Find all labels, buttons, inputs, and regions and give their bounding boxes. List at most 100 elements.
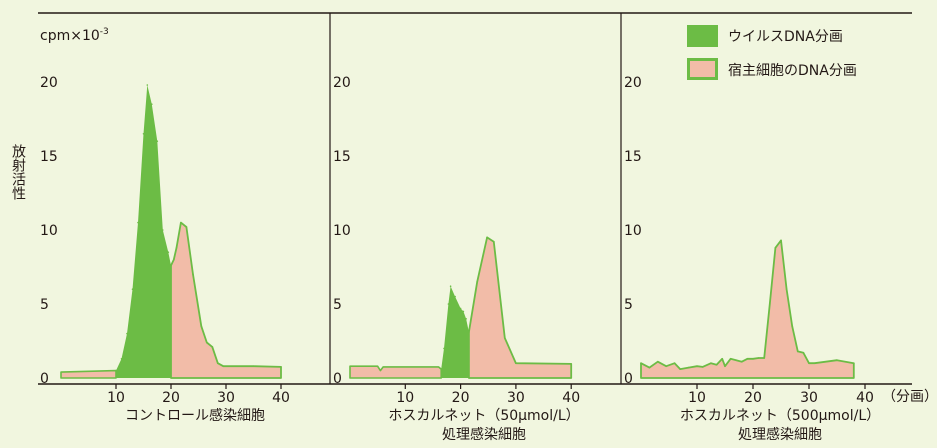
x-tick-label: 40 — [856, 390, 874, 406]
panel-title: 処理感染細胞 — [738, 426, 822, 443]
y-tick-label: 0 — [333, 371, 342, 387]
data-point — [175, 247, 178, 249]
data-point — [151, 103, 153, 105]
data-point — [449, 285, 452, 288]
data-point — [741, 360, 743, 363]
legend-label-viral: ウイルスDNA分画 — [728, 29, 843, 45]
data-point — [504, 337, 506, 339]
data-point — [640, 362, 642, 365]
series-area-viral — [116, 85, 171, 378]
data-point — [721, 358, 723, 360]
y-tick-label: 0 — [624, 371, 633, 387]
panel-1: 0 5 10 15 20 10 20 30 40 コントロール感染細胞 — [40, 75, 290, 424]
data-point — [462, 310, 465, 313]
data-point — [447, 303, 450, 305]
data-point — [752, 358, 754, 360]
data-point — [813, 362, 816, 365]
data-point — [486, 236, 488, 239]
y-tick-label: 10 — [333, 223, 351, 239]
series-baseline — [349, 365, 442, 379]
data-point — [173, 258, 175, 261]
data-point — [252, 365, 255, 368]
data-point — [735, 359, 737, 362]
data-point — [476, 281, 479, 283]
y-unit-label: cpm×10-3 — [40, 27, 109, 44]
data-point — [493, 241, 495, 243]
data-point — [162, 229, 164, 231]
x-tick-label: 30 — [217, 390, 235, 406]
data-point — [746, 358, 749, 360]
data-point — [648, 366, 651, 369]
x-tick-label: 30 — [800, 390, 818, 406]
data-point — [465, 318, 467, 320]
panel-title: 処理感染細胞 — [442, 426, 526, 443]
data-point — [192, 273, 194, 276]
data-point — [206, 341, 208, 344]
y-tick-label: 10 — [624, 223, 642, 239]
data-point — [808, 362, 810, 365]
data-point — [785, 288, 788, 291]
data-point — [459, 307, 462, 310]
data-point — [696, 365, 698, 368]
data-point — [797, 350, 799, 353]
data-point — [146, 84, 149, 86]
y-tick-label: 10 — [40, 223, 58, 239]
data-point — [126, 332, 128, 335]
data-point — [180, 221, 182, 224]
data-point — [791, 325, 793, 328]
y-tick-label: 15 — [40, 149, 58, 165]
data-point — [137, 221, 139, 224]
y-tick-label: 20 — [333, 75, 351, 91]
x-tick-label: 20 — [162, 390, 180, 406]
data-point — [222, 365, 225, 368]
legend-label-host: 宿主細胞のDNA分画 — [728, 62, 857, 79]
data-point — [156, 140, 159, 142]
data-point — [120, 358, 123, 360]
series-area-host — [468, 236, 573, 379]
x-tick-label: 10 — [396, 390, 414, 406]
data-point — [170, 264, 172, 267]
data-point — [185, 226, 188, 228]
x-tick-label: 40 — [562, 390, 580, 406]
data-point — [701, 366, 704, 368]
data-point — [142, 133, 145, 135]
series-area-viral — [441, 286, 469, 378]
y-tick-label: 0 — [40, 371, 49, 387]
data-point — [679, 368, 681, 370]
data-point — [665, 365, 667, 368]
y-axis-label: 放射活性 — [10, 144, 26, 200]
data-point — [443, 347, 445, 350]
panel-title: ホスカルネット（500μmol/L） — [680, 408, 880, 424]
data-point — [802, 352, 805, 354]
data-point — [200, 325, 203, 328]
data-point — [715, 363, 718, 366]
data-point — [280, 366, 282, 368]
x-tick-label: 30 — [507, 390, 525, 406]
x-tick-label: 20 — [744, 390, 762, 406]
panel-title: ホスカルネット（50μmol/L） — [388, 408, 579, 424]
data-point — [468, 331, 470, 333]
legend-swatch-host — [687, 58, 718, 80]
data-point — [763, 357, 765, 359]
legend: ウイルスDNA分画 宿主細胞のDNA分画 — [687, 25, 857, 80]
data-point — [710, 362, 712, 365]
data-point — [836, 359, 838, 362]
data-point — [729, 358, 732, 360]
series-area-host — [640, 239, 855, 379]
data-point — [724, 365, 726, 368]
x-tick-label: 10 — [688, 390, 706, 406]
y-tick-label: 20 — [40, 75, 58, 91]
x-tick-label: 40 — [272, 390, 290, 406]
y-tick-label: 5 — [40, 297, 49, 313]
y-tick-label: 15 — [624, 149, 642, 165]
series-baseline — [60, 369, 117, 379]
panel-2: 0 5 10 15 20 10 20 30 40 ホスカルネット（50μmol/L） 処理感染細胞 — [333, 75, 580, 443]
y-tick-label: 20 — [624, 75, 642, 91]
x-tick-label: 20 — [452, 390, 470, 406]
panel-title: コントロール感染細胞 — [125, 407, 265, 424]
data-point — [217, 362, 219, 365]
data-point — [454, 295, 456, 298]
data-point — [131, 288, 134, 291]
y-tick-label: 15 — [333, 149, 351, 165]
